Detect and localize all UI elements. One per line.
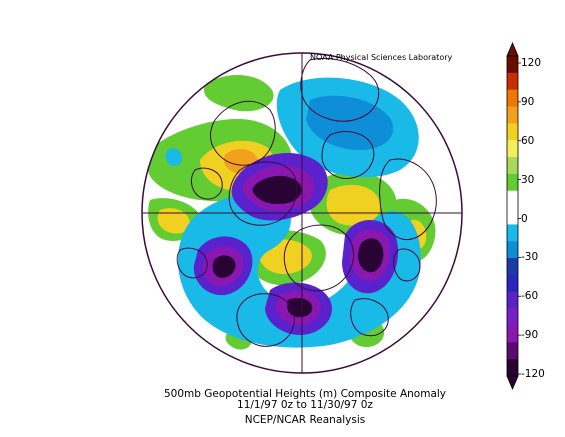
colorbar-segment [507, 56, 518, 74]
colorbar-segment [507, 140, 518, 158]
colorbar-segment [507, 190, 518, 208]
caption-line-2: 11/1/97 0z to 11/30/97 0z [237, 399, 373, 411]
colorbar-tick-label: 30 [521, 173, 535, 186]
colorbar-segment [507, 123, 518, 141]
colorbar-bottom-arrow [506, 375, 519, 391]
colorbar-tick-label: -60 [521, 290, 539, 303]
colorbar-segment [507, 173, 518, 192]
colorbar-tick-label: -30 [521, 251, 539, 264]
colorbar-segment [507, 72, 518, 90]
colorbar [506, 41, 521, 391]
colorbar-top-arrow [506, 41, 519, 57]
colorbar-segment [507, 106, 518, 124]
colorbar-segment [507, 224, 518, 242]
colorbar-tick-label: 120 [521, 57, 542, 69]
colorbar-segment [507, 258, 518, 276]
colorbar-segment [507, 308, 518, 326]
colorbar-tick-label: 90 [521, 95, 535, 108]
globe-outline [141, 52, 463, 374]
colorbar-tick-label: -120 [521, 368, 545, 380]
colorbar-segment [507, 274, 518, 293]
caption-line-3: NCEP/NCAR Reanalysis [244, 414, 366, 426]
colorbar-segment [507, 359, 518, 377]
negative-anomaly-top-left [165, 148, 182, 166]
colorbar-segment [507, 157, 518, 175]
colorbar-segment [507, 207, 518, 225]
colorbar-segment [507, 325, 518, 343]
anomaly-shading [142, 53, 462, 373]
coastlines [176, 57, 437, 347]
colorbar-tick-label: 0 [521, 212, 528, 225]
colorbar-segment [507, 241, 518, 259]
colorbar-tick-label: 60 [521, 134, 535, 147]
colorbar-segment [507, 342, 518, 360]
colorbar-segment [507, 89, 518, 107]
colorbar-tick-label: -90 [521, 329, 539, 342]
credit-text: NOAA Physical Sciences Laboratory [310, 53, 453, 62]
caption-line-1: 500mb Geopotential Heights (m) Composite… [163, 388, 447, 400]
colorbar-segment [507, 291, 518, 309]
